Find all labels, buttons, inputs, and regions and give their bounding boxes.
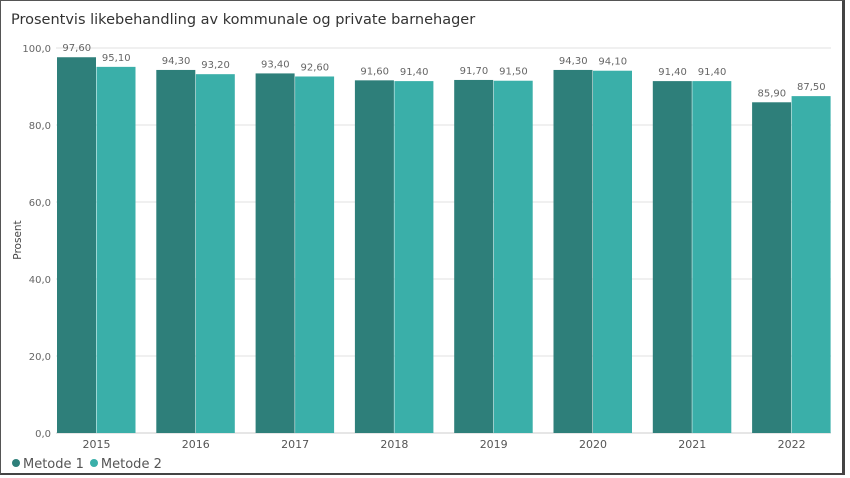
- y-axis-label: Prosent: [12, 220, 24, 259]
- bar-2015-series-1: [57, 57, 96, 434]
- data-label: 91,40: [400, 67, 429, 78]
- bar-2018-series-1: [354, 80, 394, 433]
- data-label: 91,60: [360, 66, 389, 77]
- bar-2021-series-1: [652, 81, 692, 434]
- legend-label: Metode 1: [23, 457, 84, 472]
- x-tick-label: 2019: [480, 438, 508, 451]
- y-tick-label: 0,0: [35, 429, 51, 440]
- x-tick-label: 2016: [182, 438, 210, 451]
- bar-2017-series-2: [295, 76, 335, 434]
- data-label: 94,30: [559, 56, 588, 67]
- x-tick-label: 2017: [281, 438, 309, 451]
- y-tick-label: 20,0: [29, 352, 51, 363]
- bar-2017-series-1: [255, 73, 295, 433]
- bar-2018-series-2: [394, 81, 434, 434]
- data-label: 91,70: [460, 66, 489, 77]
- bar-2019-series-2: [493, 80, 533, 433]
- y-tick-label: 60,0: [29, 198, 51, 209]
- bar-2015-series-2: [96, 66, 136, 434]
- bar-2022-series-1: [752, 102, 792, 433]
- data-label: 93,20: [201, 60, 230, 71]
- bar-2016-series-1: [156, 69, 196, 433]
- data-label: 97,60: [62, 43, 91, 54]
- x-tick-label: 2018: [380, 438, 408, 451]
- data-label: 91,40: [658, 67, 687, 78]
- data-label: 85,90: [758, 88, 787, 99]
- legend-dot-icon: [12, 459, 20, 467]
- bar-2021-series-2: [692, 81, 732, 434]
- legend: Metode 1 Metode 2: [12, 457, 162, 472]
- data-label: 92,60: [301, 62, 330, 73]
- x-tick-label: 2021: [678, 438, 706, 451]
- data-label: 91,50: [499, 67, 528, 78]
- y-tick-label: 40,0: [29, 275, 51, 286]
- bar-2016-series-2: [195, 74, 235, 434]
- bar-2020-series-1: [553, 69, 593, 433]
- x-tick-label: 2020: [579, 438, 607, 451]
- legend-label: Metode 2: [100, 457, 162, 472]
- y-tick-label: 100,0: [22, 44, 51, 55]
- data-label: 91,40: [698, 67, 727, 78]
- y-tick-label: 80,0: [29, 121, 51, 132]
- bar-2022-series-2: [791, 96, 831, 433]
- legend-dot-icon: [89, 459, 98, 467]
- data-label: 94,30: [162, 56, 191, 67]
- chart-title: Prosentvis likebehandling av kommunale o…: [11, 12, 476, 28]
- data-label: 95,10: [102, 53, 131, 64]
- data-label: 87,50: [797, 82, 826, 93]
- x-tick-label: 2022: [778, 438, 806, 451]
- legend-item-metode-2[interactable]: Metode 2: [89, 457, 162, 472]
- bar-2019-series-1: [454, 79, 494, 433]
- data-label: 94,10: [598, 57, 627, 68]
- data-label: 93,40: [261, 59, 290, 70]
- bar-2020-series-2: [593, 70, 632, 433]
- x-tick-label: 2015: [83, 438, 111, 451]
- legend-item-metode-1[interactable]: Metode 1: [12, 457, 84, 472]
